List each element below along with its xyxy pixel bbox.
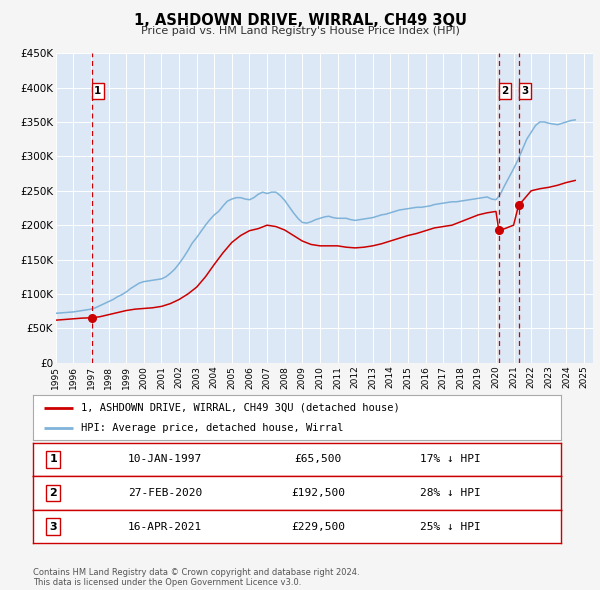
Text: 10-JAN-1997: 10-JAN-1997 — [128, 454, 202, 464]
Text: 25% ↓ HPI: 25% ↓ HPI — [420, 522, 481, 532]
Text: 1: 1 — [94, 86, 101, 96]
Text: 3: 3 — [521, 86, 529, 96]
Text: HPI: Average price, detached house, Wirral: HPI: Average price, detached house, Wirr… — [80, 424, 343, 434]
Text: 27-FEB-2020: 27-FEB-2020 — [128, 488, 202, 498]
Text: 16-APR-2021: 16-APR-2021 — [128, 522, 202, 532]
Text: 1, ASHDOWN DRIVE, WIRRAL, CH49 3QU (detached house): 1, ASHDOWN DRIVE, WIRRAL, CH49 3QU (deta… — [80, 403, 399, 412]
Text: 1, ASHDOWN DRIVE, WIRRAL, CH49 3QU: 1, ASHDOWN DRIVE, WIRRAL, CH49 3QU — [133, 13, 467, 28]
Text: 2: 2 — [49, 488, 57, 498]
Text: £65,500: £65,500 — [295, 454, 342, 464]
Text: 28% ↓ HPI: 28% ↓ HPI — [420, 488, 481, 498]
Text: Price paid vs. HM Land Registry's House Price Index (HPI): Price paid vs. HM Land Registry's House … — [140, 26, 460, 36]
Text: Contains HM Land Registry data © Crown copyright and database right 2024.
This d: Contains HM Land Registry data © Crown c… — [33, 568, 359, 587]
Text: 17% ↓ HPI: 17% ↓ HPI — [420, 454, 481, 464]
Text: £229,500: £229,500 — [291, 522, 345, 532]
Text: 1: 1 — [49, 454, 57, 464]
Text: 3: 3 — [49, 522, 57, 532]
Text: £192,500: £192,500 — [291, 488, 345, 498]
Text: 2: 2 — [502, 86, 509, 96]
